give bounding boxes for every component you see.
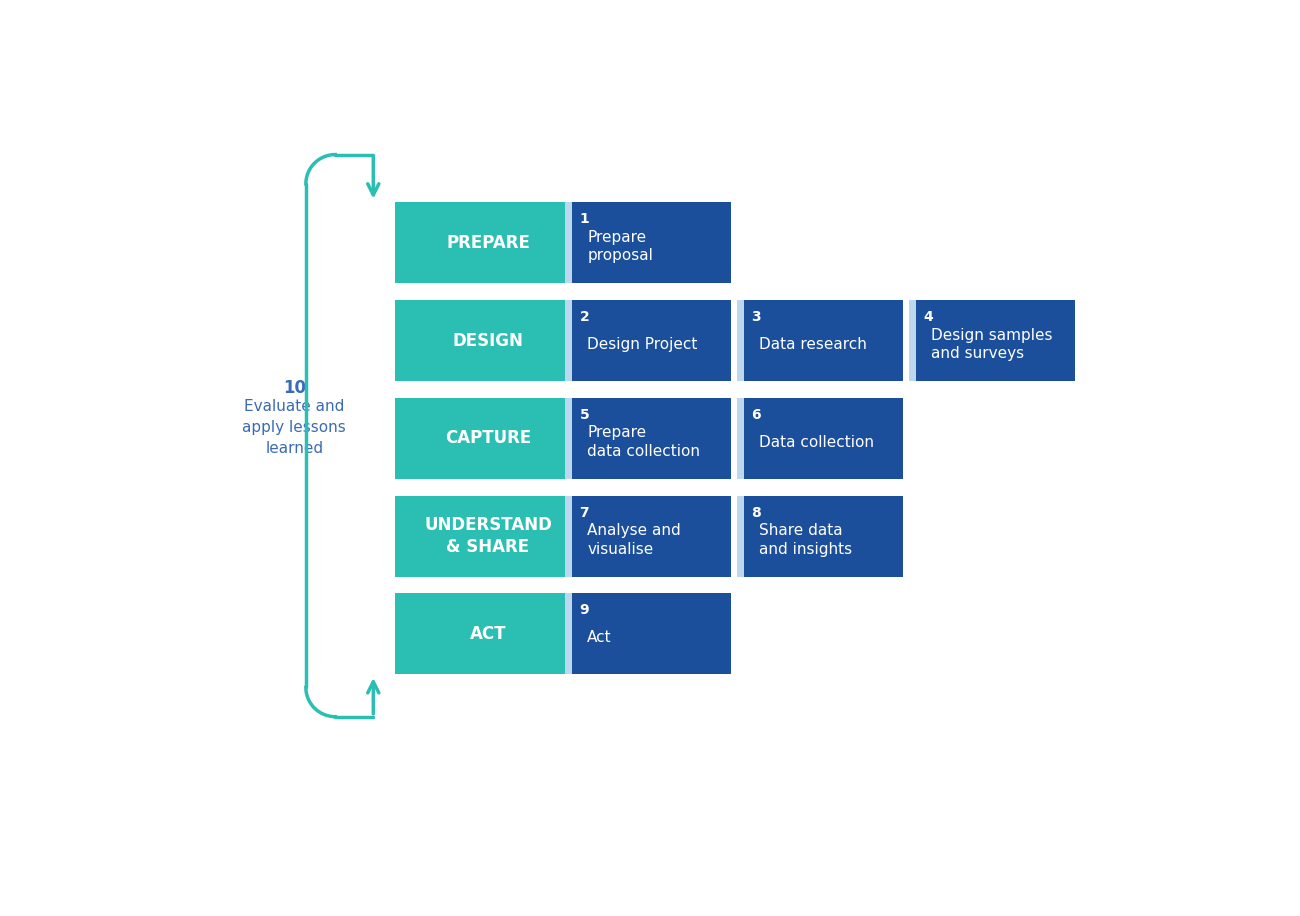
FancyBboxPatch shape (572, 398, 731, 479)
Text: 10: 10 (283, 379, 305, 397)
Text: Act: Act (588, 630, 612, 645)
Text: 6: 6 (751, 408, 760, 422)
Text: CAPTURE: CAPTURE (445, 430, 532, 447)
FancyBboxPatch shape (572, 496, 731, 576)
Text: Prepare
proposal: Prepare proposal (588, 230, 653, 264)
Text: Data collection: Data collection (759, 435, 874, 450)
Text: Design Project: Design Project (588, 337, 698, 352)
Text: Analyse and
visualise: Analyse and visualise (588, 523, 681, 557)
FancyBboxPatch shape (395, 300, 566, 381)
Text: 2: 2 (580, 311, 589, 324)
Text: PREPARE: PREPARE (446, 234, 530, 252)
FancyBboxPatch shape (564, 398, 572, 479)
FancyBboxPatch shape (572, 300, 731, 381)
Text: DESIGN: DESIGN (452, 332, 524, 350)
FancyBboxPatch shape (737, 496, 744, 576)
FancyBboxPatch shape (395, 398, 566, 479)
FancyBboxPatch shape (564, 594, 572, 674)
FancyBboxPatch shape (395, 594, 566, 674)
Text: Prepare
data collection: Prepare data collection (588, 425, 701, 459)
Text: UNDERSTAND
& SHARE: UNDERSTAND & SHARE (424, 516, 552, 556)
FancyBboxPatch shape (564, 496, 572, 576)
Text: 3: 3 (751, 311, 760, 324)
Text: 7: 7 (580, 506, 589, 519)
FancyBboxPatch shape (564, 202, 572, 283)
Text: 8: 8 (751, 506, 762, 519)
FancyBboxPatch shape (395, 496, 566, 576)
FancyBboxPatch shape (737, 300, 744, 381)
FancyBboxPatch shape (737, 398, 744, 479)
Text: ACT: ACT (469, 625, 506, 643)
FancyBboxPatch shape (744, 496, 902, 576)
Text: 9: 9 (580, 604, 589, 617)
Text: Data research: Data research (759, 337, 867, 352)
FancyBboxPatch shape (564, 300, 572, 381)
Text: 4: 4 (923, 311, 933, 324)
FancyBboxPatch shape (909, 300, 915, 381)
FancyBboxPatch shape (572, 202, 731, 283)
Text: Share data
and insights: Share data and insights (759, 523, 853, 557)
FancyBboxPatch shape (744, 398, 902, 479)
FancyBboxPatch shape (915, 300, 1075, 381)
Text: 5: 5 (580, 408, 589, 422)
Text: Evaluate and
apply lessons
learned: Evaluate and apply lessons learned (242, 399, 346, 456)
Text: Design samples
and surveys: Design samples and surveys (931, 328, 1053, 361)
Text: 1: 1 (580, 213, 589, 226)
FancyBboxPatch shape (744, 300, 902, 381)
FancyBboxPatch shape (395, 202, 566, 283)
FancyBboxPatch shape (572, 594, 731, 674)
